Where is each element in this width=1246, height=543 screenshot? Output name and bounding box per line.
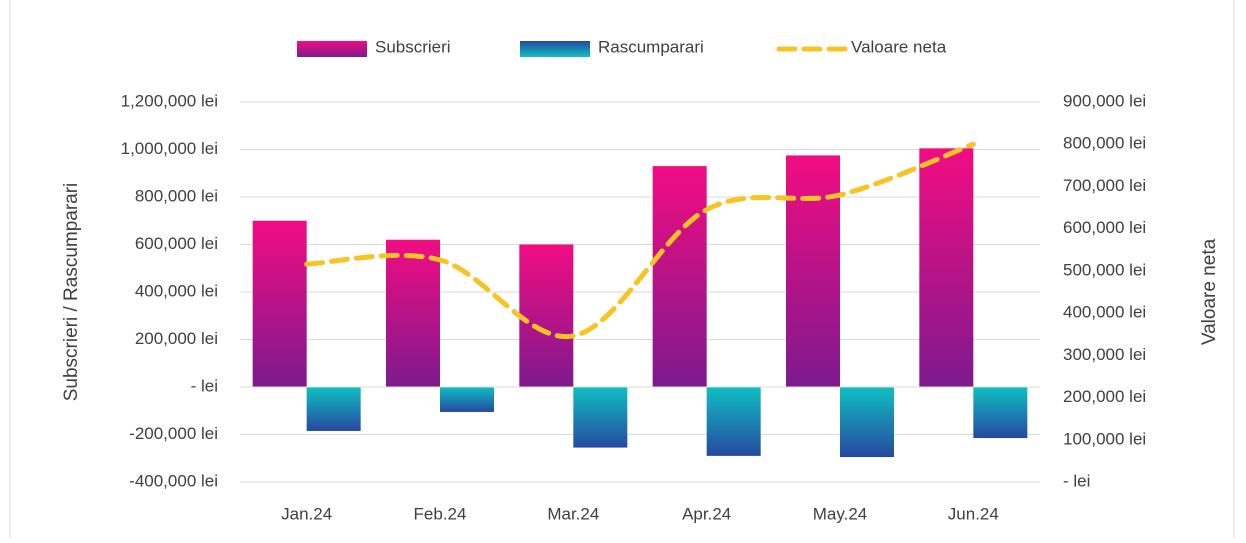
legend-swatch (297, 41, 367, 57)
y2-tick-label: 700,000 lei (1063, 176, 1146, 195)
bar (840, 387, 894, 458)
y-tick-label: -400,000 lei (129, 471, 218, 490)
y2-tick-label: 200,000 lei (1063, 387, 1146, 406)
bar (706, 387, 761, 456)
bar (973, 387, 1028, 439)
y2-tick-label: 900,000 lei (1063, 91, 1146, 110)
y2-tick-label: 600,000 lei (1063, 218, 1146, 237)
legend-label: Valoare neta (851, 37, 947, 56)
y2-axis-title: Valoare neta (1199, 238, 1220, 345)
bar (652, 166, 707, 387)
y-tick-label: 600,000 lei (135, 234, 218, 253)
bar (252, 220, 307, 387)
y-tick-label: -200,000 lei (129, 424, 218, 443)
legend-label: Subscrieri (375, 37, 451, 56)
legend-swatch (520, 41, 590, 57)
x-tick-label: May.24 (813, 504, 868, 523)
y-tick-label: 800,000 lei (135, 186, 218, 205)
y-axis-title: Subscrieri / Rascumparari (61, 183, 82, 402)
y2-tick-label: 500,000 lei (1063, 260, 1146, 279)
y-tick-label: 200,000 lei (135, 329, 218, 348)
y2-tick-label: 300,000 lei (1063, 345, 1146, 364)
line (304, 141, 976, 340)
bar (919, 148, 974, 387)
chart-frame (9, 0, 1235, 543)
y-tick-label: 1,000,000 lei (121, 139, 218, 158)
x-tick-label: Apr.24 (682, 504, 731, 523)
y2-tick-label: 800,000 lei (1063, 134, 1146, 153)
y-tick-label: 400,000 lei (135, 281, 218, 300)
y-tick-label: 1,200,000 lei (121, 91, 218, 110)
bar (440, 387, 494, 412)
x-tick-label: Jan.24 (281, 504, 332, 523)
y2-tick-label: 400,000 lei (1063, 303, 1146, 322)
bar (786, 155, 840, 387)
bar (306, 387, 361, 431)
y2-tick-label: - lei (1063, 471, 1090, 490)
y2-tick-label: 100,000 lei (1063, 429, 1146, 448)
y-tick-label: - lei (191, 376, 218, 395)
bar (519, 244, 574, 387)
bar (573, 387, 628, 448)
x-tick-label: Mar.24 (547, 504, 599, 523)
bar (386, 239, 440, 387)
x-tick-label: Feb.24 (414, 504, 467, 523)
x-tick-label: Jun.24 (948, 504, 999, 523)
legend-label: Rascumparari (598, 37, 704, 56)
